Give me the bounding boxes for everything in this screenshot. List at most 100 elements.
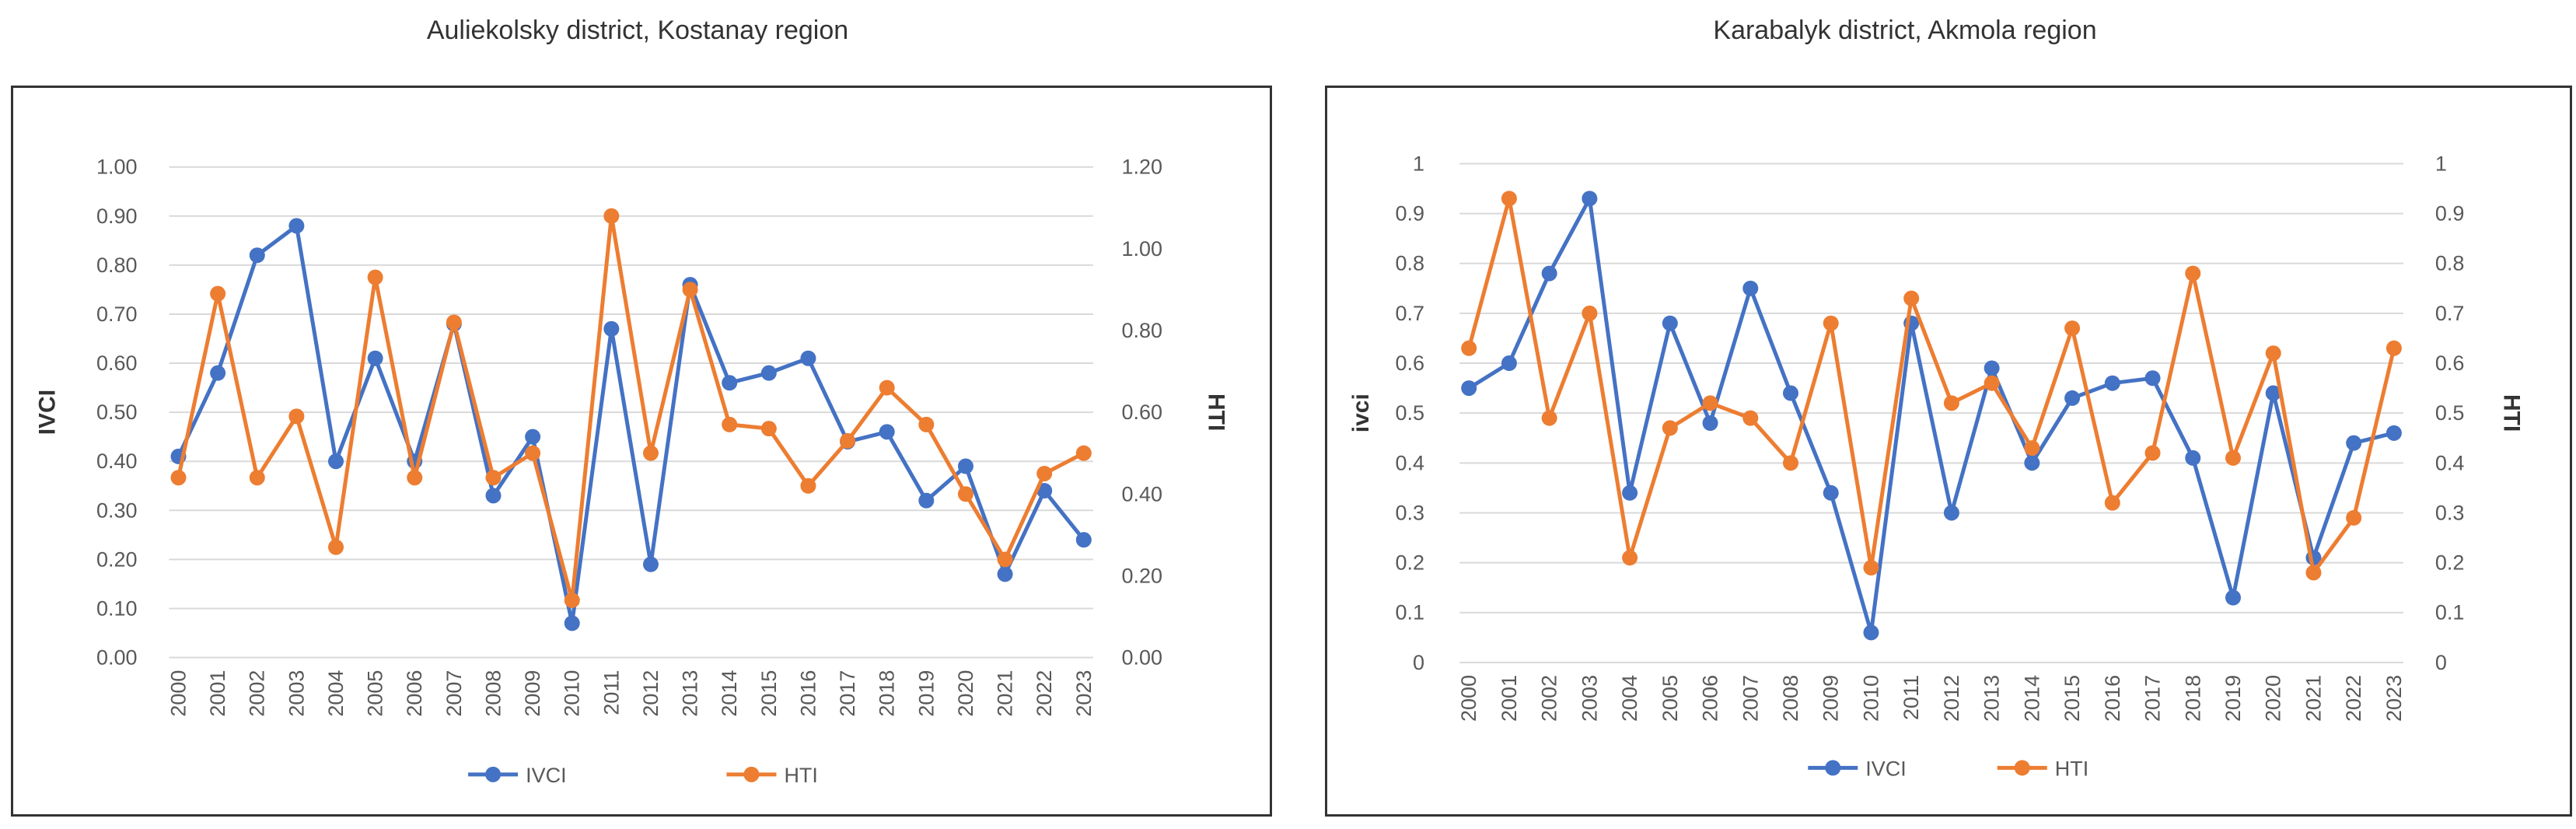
- data-point-ivci: [918, 492, 935, 509]
- x-tick-label: 2017: [2141, 675, 2165, 722]
- data-point-hti: [760, 421, 777, 437]
- x-tick-label: 2009: [1819, 675, 1843, 722]
- y-right-tick-label: 0.2: [2435, 551, 2465, 575]
- y-right-tick-label: 0.40: [1122, 482, 1163, 505]
- x-tick-label: 2010: [561, 670, 584, 717]
- chart-panel-karabalyk: 0 0.1 0.2 0.3 0.4 0.5 0.6 0.7 0.8 0.9 1 0 0.1 0.2 0.3 0…: [1325, 86, 2572, 817]
- x-tick-label: 2022: [1033, 670, 1056, 717]
- data-point-hti: [2386, 340, 2402, 356]
- data-point-hti: [2225, 449, 2241, 466]
- y-right-tick-label: 0.6: [2435, 352, 2465, 375]
- x-tick-label: 2011: [599, 670, 623, 715]
- y-left-tick-label: 1: [1413, 152, 1424, 175]
- data-point-ivci: [1702, 415, 1718, 432]
- y-right-tick-label: 1.00: [1122, 237, 1163, 261]
- y-right-tick-label: 0.7: [2435, 302, 2465, 325]
- x-tick-label: 2005: [1658, 675, 1682, 722]
- data-point-ivci: [722, 375, 738, 391]
- data-point-ivci: [1863, 624, 1879, 641]
- data-point-ivci: [2024, 455, 2040, 471]
- series-line-ivci: [1467, 196, 2395, 635]
- x-tick-label: 2005: [364, 670, 387, 717]
- x-tick-label: 2008: [481, 670, 505, 717]
- data-point-ivci: [642, 556, 659, 572]
- x-tick-label: 2016: [796, 670, 820, 717]
- data-point-hti: [1783, 455, 1799, 471]
- data-point-hti: [1823, 315, 1839, 331]
- y-left-tick-label: 0.60: [96, 352, 138, 375]
- data-point-hti: [367, 269, 383, 285]
- x-tick-label: 2003: [285, 670, 308, 717]
- data-point-ivci: [1501, 355, 1517, 372]
- x-tick-label: 2001: [1498, 675, 1521, 722]
- y-right-tick-label: 1.20: [1122, 156, 1163, 179]
- data-point-hti: [840, 432, 856, 449]
- y-left-tick-label: 0.6: [1395, 352, 1424, 375]
- x-tick-label: 2002: [246, 670, 269, 717]
- data-point-hti: [2064, 320, 2081, 337]
- data-point-ivci: [1622, 484, 1638, 501]
- x-tick-label: 2018: [2181, 675, 2204, 722]
- data-point-ivci: [2265, 385, 2281, 401]
- data-point-ivci: [1984, 360, 2000, 376]
- series-line-ivci: [177, 223, 1085, 625]
- data-point-hti: [170, 470, 187, 486]
- x-tick-label: 2021: [994, 670, 1017, 717]
- y-right-axis-title: HTI: [1204, 394, 1229, 431]
- data-point-hti: [1863, 560, 1879, 576]
- x-tick-label: 2004: [1618, 675, 1641, 722]
- data-point-hti: [288, 408, 305, 425]
- data-point-ivci: [210, 365, 226, 381]
- y-right-tick-label: 0.1: [2435, 601, 2465, 624]
- y-left-tick-label: 0.2: [1395, 551, 1424, 575]
- data-point-ivci: [288, 218, 305, 234]
- x-tick-label: 2008: [1779, 675, 1802, 722]
- y-left-axis-title: ivci: [1348, 394, 1374, 432]
- chart-svg-auliekolsky: 0.00 0.10 0.20 0.30 0.40 0.50 0.60 0.70 0.80 0.90…: [35, 156, 1229, 787]
- data-point-hti: [1541, 410, 1557, 426]
- x-tick-label: 2014: [2020, 675, 2043, 722]
- legend-label-ivci: IVCI: [526, 764, 567, 787]
- chart-panel-auliekolsky: 0.00 0.10 0.20 0.30 0.40 0.50 0.60 0.70 0.80 0.90…: [11, 86, 1272, 817]
- x-tick-label: 2000: [1457, 675, 1480, 722]
- data-point-ivci: [1541, 265, 1557, 282]
- x-tick-label: 2009: [521, 670, 544, 717]
- data-point-hti: [2104, 495, 2120, 511]
- y-right-tick-label: 1: [2435, 152, 2447, 175]
- y-left-tick-label: 0.20: [96, 547, 138, 571]
- data-point-ivci: [997, 566, 1013, 582]
- x-tick-label: 2022: [2342, 675, 2365, 722]
- data-point-hti: [446, 314, 462, 331]
- y-left-tick-label: 1.00: [96, 156, 138, 179]
- data-point-ivci: [1783, 385, 1799, 401]
- x-tick-label: 2018: [876, 670, 899, 717]
- x-tick-label: 2006: [1699, 675, 1722, 722]
- data-point-hti: [957, 486, 973, 502]
- data-point-hti: [525, 445, 541, 461]
- data-point-ivci: [2144, 370, 2161, 387]
- data-point-hti: [918, 416, 935, 432]
- y-left-tick-label: 0.00: [96, 646, 138, 670]
- data-point-hti: [1622, 550, 1638, 566]
- chart-svg-karabalyk: 0 0.1 0.2 0.3 0.4 0.5 0.6 0.7 0.8 0.9 1 0 0.1 0.2 0.3 0…: [1348, 152, 2525, 780]
- data-point-hti: [997, 551, 1013, 568]
- x-tick-label: 2019: [2221, 675, 2245, 722]
- x-tick-label: 2011: [1900, 675, 1923, 720]
- y-left-tick-label: 0.4: [1395, 451, 1424, 474]
- y-right-tick-label: 0.3: [2435, 501, 2465, 524]
- chart-title-karabalyk: Karabalyk district, Akmola region: [1713, 16, 2097, 45]
- y-left-tick-label: 0: [1413, 651, 1424, 674]
- y-left-tick-label: 0.10: [96, 596, 138, 620]
- legend-marker-ivci: [1825, 760, 1841, 776]
- x-tick-label: 2021: [2302, 675, 2325, 722]
- data-point-ivci: [2225, 589, 2241, 606]
- x-tick-label: 2013: [679, 670, 702, 717]
- y-right-tick-label: 0.00: [1122, 646, 1163, 670]
- data-point-hti: [1501, 191, 1517, 207]
- x-tick-label: 2017: [836, 670, 859, 717]
- x-tick-label: 2012: [1940, 675, 1963, 722]
- y-right-tick-label: 0.9: [2435, 202, 2465, 226]
- data-point-hti: [2185, 265, 2201, 282]
- data-point-hti: [2346, 509, 2362, 526]
- y-right-axis-title: HTI: [2499, 394, 2525, 432]
